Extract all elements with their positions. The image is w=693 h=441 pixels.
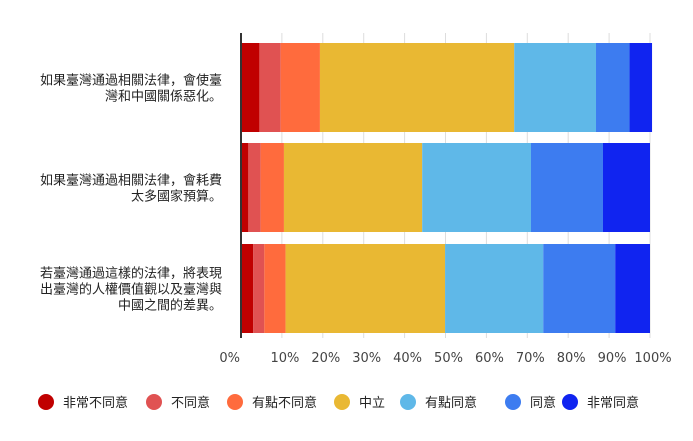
- legend-swatch: [334, 394, 350, 410]
- bar-segment: [543, 244, 616, 333]
- bar-segment: [422, 143, 531, 232]
- bar-segment: [615, 244, 650, 333]
- legend-swatch: [38, 394, 54, 410]
- x-tick-label: 80%: [557, 351, 586, 366]
- x-tick-label: 10%: [270, 351, 299, 366]
- bar-segment: [602, 143, 650, 232]
- category-label: 如果臺灣通過相關法律，會耗費: [40, 173, 222, 189]
- legend-item[interactable]: 有點同意: [400, 394, 477, 411]
- bar-segment: [260, 143, 284, 232]
- category-label: 太多國家預算。: [131, 189, 222, 205]
- bar-segment: [514, 43, 597, 132]
- legend-label: 有點不同意: [252, 395, 317, 411]
- category-label: 如果臺灣通過相關法律，會使臺: [40, 73, 222, 89]
- legend-swatch: [400, 394, 416, 410]
- category-label: 出臺灣的人權價值觀以及臺灣與: [40, 282, 222, 298]
- bar-segment: [445, 244, 544, 333]
- legend-item[interactable]: 非常同意: [562, 394, 639, 411]
- bars: [241, 43, 653, 333]
- legend-item[interactable]: 同意: [505, 394, 556, 411]
- bar-segment: [248, 143, 261, 232]
- legend-swatch: [505, 394, 521, 410]
- bar-segment: [283, 143, 423, 232]
- x-tick-label: 50%: [434, 351, 463, 366]
- bar-segment: [241, 244, 254, 333]
- category-label: 灣和中國關係惡化。: [105, 90, 222, 105]
- legend-swatch: [562, 394, 578, 410]
- bar-segment: [241, 43, 260, 132]
- category-label: 中國之間的差異。: [118, 298, 222, 314]
- legend-item[interactable]: 有點不同意: [227, 394, 317, 411]
- bar-segment: [253, 244, 265, 333]
- category-label: 若臺灣通過這樣的法律，將表現: [40, 266, 222, 282]
- x-tick-label: 70%: [516, 351, 545, 366]
- legend-swatch: [146, 394, 162, 410]
- bar-segment: [530, 143, 603, 232]
- bar-segment: [259, 43, 281, 132]
- category-labels: 如果臺灣通過相關法律，會使臺灣和中國關係惡化。如果臺灣通過相關法律，會耗費太多國…: [40, 73, 222, 314]
- legend-label: 有點同意: [425, 395, 477, 411]
- legend-label: 非常不同意: [63, 395, 128, 411]
- x-tick-label: 30%: [352, 351, 381, 366]
- x-tick-labels: 0% 10% 20% 30% 40% 50% 60% 70% 80% 90% 100%: [219, 351, 671, 366]
- x-tick-label: 20%: [311, 351, 340, 366]
- x-tick-label: 90%: [598, 351, 627, 366]
- bar-segment: [280, 43, 320, 132]
- legend-label: 不同意: [171, 395, 210, 411]
- bar-segment: [319, 43, 515, 132]
- bar-segment: [241, 143, 249, 232]
- legend-item[interactable]: 非常不同意: [38, 394, 128, 411]
- x-tick-label: 40%: [393, 351, 422, 366]
- legend-item[interactable]: 不同意: [146, 394, 210, 411]
- legend-item[interactable]: 中立: [334, 394, 385, 411]
- x-tick-label: 60%: [475, 351, 504, 366]
- x-tick-label: 100%: [634, 351, 671, 366]
- legend-label: 同意: [530, 395, 556, 411]
- bar-segment: [264, 244, 286, 333]
- bar-segment: [629, 43, 653, 132]
- legend[interactable]: 非常不同意 不同意 有點不同意 中立 有點同意 同意 非常同意: [38, 394, 639, 411]
- legend-label: 非常同意: [587, 395, 639, 411]
- legend-label: 中立: [359, 396, 385, 411]
- bar-segment: [285, 244, 446, 333]
- x-tick-label: 0%: [219, 351, 240, 366]
- legend-swatch: [227, 394, 243, 410]
- bar-segment: [596, 43, 630, 132]
